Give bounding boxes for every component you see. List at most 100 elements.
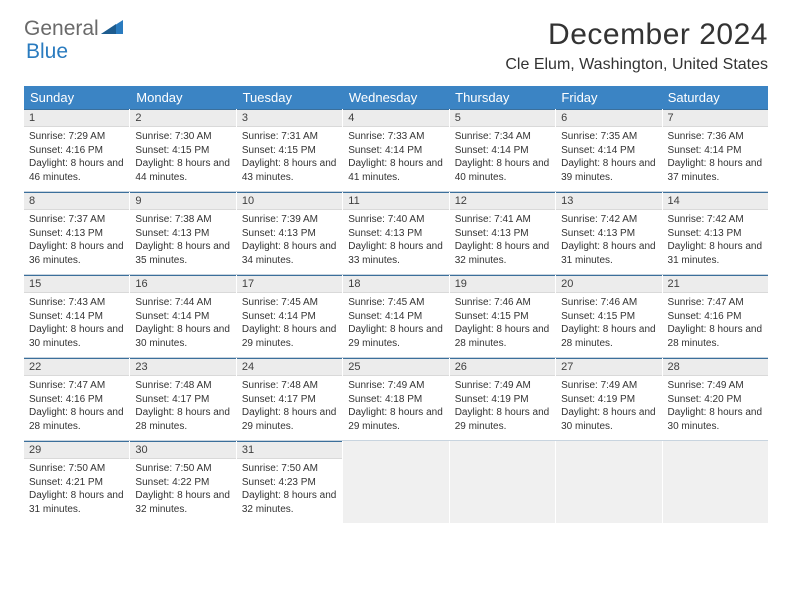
calendar-cell: 8Sunrise: 7:37 AMSunset: 4:13 PMDaylight… — [24, 192, 130, 274]
daylight-text: Daylight: 8 hours and 40 minutes. — [455, 157, 550, 184]
sunset-text: Sunset: 4:18 PM — [348, 393, 443, 407]
calendar-cell: 13Sunrise: 7:42 AMSunset: 4:13 PMDayligh… — [556, 192, 662, 274]
day-details: Sunrise: 7:29 AMSunset: 4:16 PMDaylight:… — [24, 127, 129, 189]
calendar-cell: 11Sunrise: 7:40 AMSunset: 4:13 PMDayligh… — [343, 192, 449, 274]
brand-triangle-icon — [101, 20, 123, 34]
calendar-cell: 2Sunrise: 7:30 AMSunset: 4:15 PMDaylight… — [130, 109, 236, 191]
day-number: 1 — [24, 109, 129, 127]
calendar-cell: 20Sunrise: 7:46 AMSunset: 4:15 PMDayligh… — [556, 275, 662, 357]
dow-friday: Friday — [555, 86, 661, 109]
brand-logo: General — [24, 18, 123, 39]
calendar-cell-empty — [450, 441, 556, 523]
calendar-cell: 22Sunrise: 7:47 AMSunset: 4:16 PMDayligh… — [24, 358, 130, 440]
day-details: Sunrise: 7:45 AMSunset: 4:14 PMDaylight:… — [237, 293, 342, 355]
sunset-text: Sunset: 4:14 PM — [348, 310, 443, 324]
day-details: Sunrise: 7:46 AMSunset: 4:15 PMDaylight:… — [450, 293, 555, 355]
sunset-text: Sunset: 4:15 PM — [561, 310, 656, 324]
day-number: 4 — [343, 109, 448, 127]
day-number: 5 — [450, 109, 555, 127]
day-details: Sunrise: 7:42 AMSunset: 4:13 PMDaylight:… — [556, 210, 661, 272]
day-details: Sunrise: 7:49 AMSunset: 4:19 PMDaylight:… — [556, 376, 661, 438]
daylight-text: Daylight: 8 hours and 29 minutes. — [348, 323, 443, 350]
sunset-text: Sunset: 4:13 PM — [455, 227, 550, 241]
day-number: 26 — [450, 358, 555, 376]
sunset-text: Sunset: 4:17 PM — [135, 393, 230, 407]
sunset-text: Sunset: 4:13 PM — [135, 227, 230, 241]
daylight-text: Daylight: 8 hours and 28 minutes. — [135, 406, 230, 433]
day-details: Sunrise: 7:34 AMSunset: 4:14 PMDaylight:… — [450, 127, 555, 189]
sunrise-text: Sunrise: 7:44 AM — [135, 296, 230, 310]
day-number: 27 — [556, 358, 661, 376]
title-block: December 2024 Cle Elum, Washington, Unit… — [505, 18, 768, 74]
sunset-text: Sunset: 4:14 PM — [29, 310, 124, 324]
day-details: Sunrise: 7:46 AMSunset: 4:15 PMDaylight:… — [556, 293, 661, 355]
daylight-text: Daylight: 8 hours and 35 minutes. — [135, 240, 230, 267]
day-details: Sunrise: 7:30 AMSunset: 4:15 PMDaylight:… — [130, 127, 235, 189]
daylight-text: Daylight: 8 hours and 31 minutes. — [668, 240, 763, 267]
day-details: Sunrise: 7:49 AMSunset: 4:18 PMDaylight:… — [343, 376, 448, 438]
calendar-cell: 14Sunrise: 7:42 AMSunset: 4:13 PMDayligh… — [663, 192, 768, 274]
daylight-text: Daylight: 8 hours and 29 minutes. — [455, 406, 550, 433]
calendar-cell: 3Sunrise: 7:31 AMSunset: 4:15 PMDaylight… — [237, 109, 343, 191]
day-details: Sunrise: 7:41 AMSunset: 4:13 PMDaylight:… — [450, 210, 555, 272]
sunrise-text: Sunrise: 7:43 AM — [29, 296, 124, 310]
sunrise-text: Sunrise: 7:45 AM — [348, 296, 443, 310]
daylight-text: Daylight: 8 hours and 37 minutes. — [668, 157, 763, 184]
day-number: 29 — [24, 441, 129, 459]
calendar-cell: 24Sunrise: 7:48 AMSunset: 4:17 PMDayligh… — [237, 358, 343, 440]
daylight-text: Daylight: 8 hours and 28 minutes. — [455, 323, 550, 350]
sunset-text: Sunset: 4:13 PM — [348, 227, 443, 241]
calendar-cell: 4Sunrise: 7:33 AMSunset: 4:14 PMDaylight… — [343, 109, 449, 191]
sunset-text: Sunset: 4:19 PM — [561, 393, 656, 407]
calendar-cell-empty — [343, 441, 449, 523]
day-number: 31 — [237, 441, 342, 459]
sunrise-text: Sunrise: 7:45 AM — [242, 296, 337, 310]
sunset-text: Sunset: 4:15 PM — [135, 144, 230, 158]
daylight-text: Daylight: 8 hours and 43 minutes. — [242, 157, 337, 184]
sunset-text: Sunset: 4:14 PM — [561, 144, 656, 158]
sunrise-text: Sunrise: 7:38 AM — [135, 213, 230, 227]
sunset-text: Sunset: 4:19 PM — [455, 393, 550, 407]
calendar-cell: 21Sunrise: 7:47 AMSunset: 4:16 PMDayligh… — [663, 275, 768, 357]
day-number: 23 — [130, 358, 235, 376]
daylight-text: Daylight: 8 hours and 30 minutes. — [561, 406, 656, 433]
calendar-cell: 16Sunrise: 7:44 AMSunset: 4:14 PMDayligh… — [130, 275, 236, 357]
sunrise-text: Sunrise: 7:30 AM — [135, 130, 230, 144]
day-details: Sunrise: 7:47 AMSunset: 4:16 PMDaylight:… — [663, 293, 768, 355]
calendar-body: 1Sunrise: 7:29 AMSunset: 4:16 PMDaylight… — [24, 109, 768, 523]
day-number: 18 — [343, 275, 448, 293]
day-number: 7 — [663, 109, 768, 127]
sunset-text: Sunset: 4:22 PM — [135, 476, 230, 490]
day-number: 17 — [237, 275, 342, 293]
day-details: Sunrise: 7:50 AMSunset: 4:23 PMDaylight:… — [237, 459, 342, 521]
daylight-text: Daylight: 8 hours and 30 minutes. — [29, 323, 124, 350]
daylight-text: Daylight: 8 hours and 29 minutes. — [348, 406, 443, 433]
daylight-text: Daylight: 8 hours and 28 minutes. — [29, 406, 124, 433]
calendar-cell: 25Sunrise: 7:49 AMSunset: 4:18 PMDayligh… — [343, 358, 449, 440]
calendar-cell: 19Sunrise: 7:46 AMSunset: 4:15 PMDayligh… — [450, 275, 556, 357]
day-number: 12 — [450, 192, 555, 210]
calendar-week: 15Sunrise: 7:43 AMSunset: 4:14 PMDayligh… — [24, 275, 768, 358]
sunrise-text: Sunrise: 7:47 AM — [668, 296, 763, 310]
sunrise-text: Sunrise: 7:37 AM — [29, 213, 124, 227]
day-number: 6 — [556, 109, 661, 127]
sunset-text: Sunset: 4:13 PM — [29, 227, 124, 241]
calendar-cell: 15Sunrise: 7:43 AMSunset: 4:14 PMDayligh… — [24, 275, 130, 357]
calendar-cell-empty — [663, 441, 768, 523]
day-number: 21 — [663, 275, 768, 293]
sunrise-text: Sunrise: 7:39 AM — [242, 213, 337, 227]
sunrise-text: Sunrise: 7:48 AM — [242, 379, 337, 393]
day-details: Sunrise: 7:50 AMSunset: 4:21 PMDaylight:… — [24, 459, 129, 521]
sunset-text: Sunset: 4:14 PM — [668, 144, 763, 158]
daylight-text: Daylight: 8 hours and 30 minutes. — [668, 406, 763, 433]
day-number: 13 — [556, 192, 661, 210]
daylight-text: Daylight: 8 hours and 32 minutes. — [242, 489, 337, 516]
sunset-text: Sunset: 4:16 PM — [29, 144, 124, 158]
sunrise-text: Sunrise: 7:34 AM — [455, 130, 550, 144]
sunrise-text: Sunrise: 7:42 AM — [668, 213, 763, 227]
day-details: Sunrise: 7:33 AMSunset: 4:14 PMDaylight:… — [343, 127, 448, 189]
day-number: 24 — [237, 358, 342, 376]
sunrise-text: Sunrise: 7:31 AM — [242, 130, 337, 144]
calendar-week: 29Sunrise: 7:50 AMSunset: 4:21 PMDayligh… — [24, 441, 768, 523]
calendar-cell: 27Sunrise: 7:49 AMSunset: 4:19 PMDayligh… — [556, 358, 662, 440]
